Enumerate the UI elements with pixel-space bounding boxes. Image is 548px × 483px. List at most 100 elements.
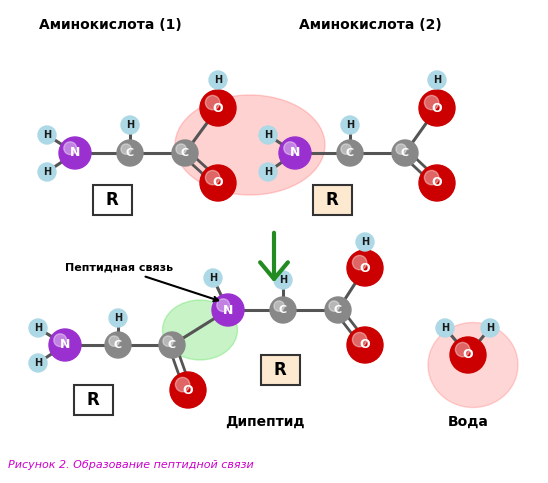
- Text: H: H: [433, 75, 441, 85]
- Text: N: N: [290, 146, 300, 159]
- Circle shape: [419, 90, 455, 126]
- Circle shape: [200, 90, 236, 126]
- Circle shape: [337, 140, 363, 166]
- Circle shape: [38, 126, 56, 144]
- Text: C: C: [334, 305, 342, 315]
- Text: N: N: [70, 146, 80, 159]
- Circle shape: [259, 163, 277, 181]
- Text: O: O: [213, 176, 224, 189]
- Circle shape: [109, 336, 119, 346]
- Text: O: O: [359, 339, 370, 352]
- Circle shape: [455, 342, 470, 357]
- Text: C: C: [114, 340, 122, 350]
- Ellipse shape: [428, 323, 518, 408]
- Circle shape: [209, 71, 227, 89]
- Text: H: H: [34, 358, 42, 368]
- Circle shape: [428, 71, 446, 89]
- Text: H: H: [264, 167, 272, 177]
- Circle shape: [352, 256, 367, 270]
- Circle shape: [206, 170, 220, 185]
- Text: H: H: [264, 130, 272, 140]
- Circle shape: [105, 332, 131, 358]
- Text: H: H: [214, 75, 222, 85]
- Circle shape: [176, 144, 186, 154]
- Text: Рисунок 2. Образование пептидной связи: Рисунок 2. Образование пептидной связи: [8, 460, 254, 470]
- Text: N: N: [223, 303, 233, 316]
- Text: N: N: [60, 339, 70, 352]
- Circle shape: [212, 294, 244, 326]
- Circle shape: [274, 271, 292, 289]
- Circle shape: [450, 337, 486, 373]
- Circle shape: [274, 301, 284, 312]
- Circle shape: [49, 329, 81, 361]
- Circle shape: [392, 140, 418, 166]
- Text: R: R: [273, 361, 287, 379]
- Circle shape: [396, 144, 406, 154]
- Circle shape: [325, 297, 351, 323]
- Circle shape: [29, 319, 47, 337]
- Text: H: H: [114, 313, 122, 323]
- Circle shape: [109, 309, 127, 327]
- Ellipse shape: [175, 95, 325, 195]
- Circle shape: [59, 137, 91, 169]
- Text: R: R: [106, 191, 118, 209]
- Text: Дипептид: Дипептид: [225, 415, 305, 429]
- Text: O: O: [432, 176, 442, 189]
- Text: Пептидная связь: Пептидная связь: [65, 263, 218, 301]
- Circle shape: [159, 332, 185, 358]
- Circle shape: [424, 96, 439, 110]
- Circle shape: [175, 377, 190, 392]
- Circle shape: [279, 137, 311, 169]
- Circle shape: [436, 319, 454, 337]
- Circle shape: [54, 334, 67, 347]
- Text: Аминокислота (2): Аминокислота (2): [299, 18, 441, 32]
- Circle shape: [206, 96, 220, 110]
- Circle shape: [341, 116, 359, 134]
- Text: H: H: [34, 323, 42, 333]
- Circle shape: [29, 354, 47, 372]
- Text: C: C: [279, 305, 287, 315]
- FancyBboxPatch shape: [93, 185, 132, 215]
- Text: H: H: [346, 120, 354, 130]
- Text: O: O: [182, 384, 193, 397]
- Circle shape: [270, 297, 296, 323]
- Circle shape: [284, 142, 296, 155]
- Text: H: H: [279, 275, 287, 285]
- Circle shape: [64, 142, 77, 155]
- Text: O: O: [359, 261, 370, 274]
- Text: O: O: [213, 101, 224, 114]
- Circle shape: [347, 327, 383, 363]
- Text: H: H: [43, 167, 51, 177]
- Text: C: C: [346, 148, 354, 158]
- Text: O: O: [463, 349, 473, 361]
- Circle shape: [481, 319, 499, 337]
- Circle shape: [163, 336, 173, 346]
- Circle shape: [121, 116, 139, 134]
- Text: H: H: [486, 323, 494, 333]
- Text: C: C: [401, 148, 409, 158]
- FancyBboxPatch shape: [73, 385, 112, 415]
- Circle shape: [217, 299, 230, 312]
- Circle shape: [341, 144, 351, 154]
- Circle shape: [172, 140, 198, 166]
- FancyBboxPatch shape: [312, 185, 351, 215]
- Circle shape: [419, 165, 455, 201]
- Text: Вода: Вода: [448, 415, 488, 429]
- Text: R: R: [87, 391, 99, 409]
- FancyArrowPatch shape: [260, 233, 288, 279]
- Circle shape: [347, 250, 383, 286]
- Text: H: H: [361, 237, 369, 247]
- Circle shape: [117, 140, 143, 166]
- Text: O: O: [432, 101, 442, 114]
- Text: C: C: [126, 148, 134, 158]
- Text: H: H: [209, 273, 217, 283]
- Circle shape: [200, 165, 236, 201]
- Circle shape: [356, 233, 374, 251]
- Circle shape: [424, 170, 439, 185]
- Text: H: H: [126, 120, 134, 130]
- Circle shape: [38, 163, 56, 181]
- Text: R: R: [326, 191, 338, 209]
- Text: H: H: [43, 130, 51, 140]
- Circle shape: [352, 332, 367, 347]
- Text: H: H: [441, 323, 449, 333]
